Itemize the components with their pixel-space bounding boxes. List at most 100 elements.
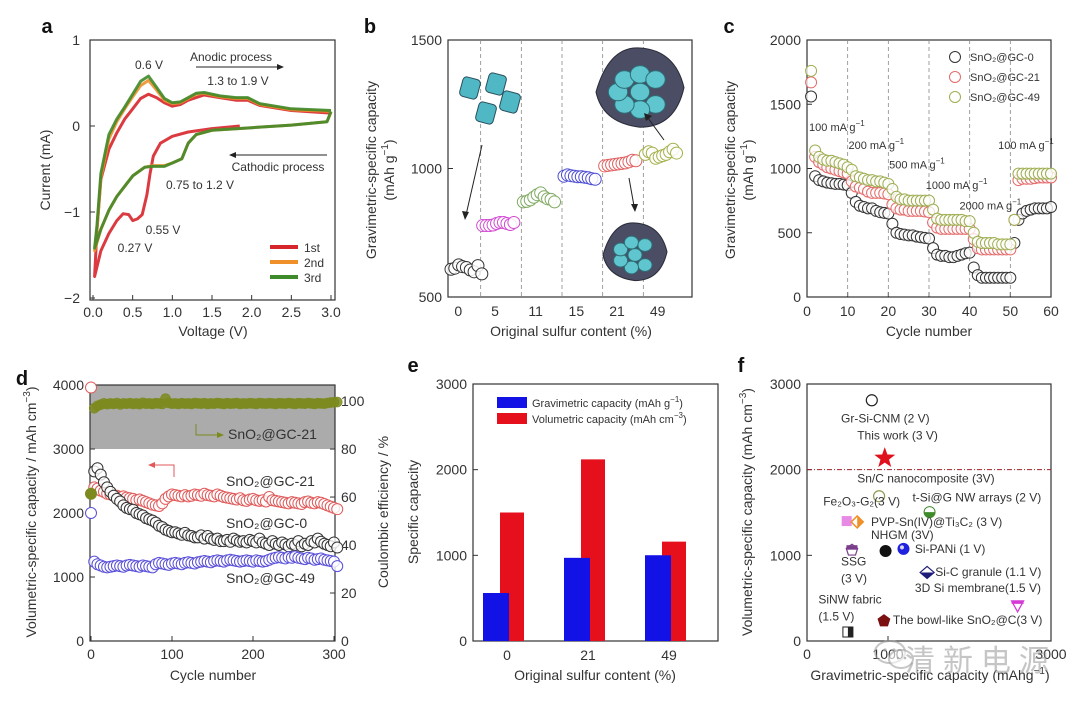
y-tick-label: 0 <box>72 118 80 134</box>
y-tick-label: 2000 <box>770 462 801 478</box>
y-axis-label: Specific capacity <box>405 460 421 564</box>
watermark-text: 清新电源 <box>905 644 1057 679</box>
y-tick-label: 500 <box>778 225 802 241</box>
data-point-ce <box>331 396 343 408</box>
arrow-line <box>628 177 635 207</box>
arrowhead <box>644 113 652 121</box>
sno2-particle <box>629 82 651 102</box>
arrowhead <box>462 211 469 220</box>
legend-label: Gravimetric capacity (mAh g−1) <box>532 395 683 410</box>
panel-label-d: d <box>16 368 28 390</box>
x-tick-label: 15 <box>569 303 585 319</box>
data-point-49 <box>670 146 684 160</box>
data-point-gc0 <box>331 541 344 554</box>
y-tick-label: 1000 <box>770 161 801 177</box>
bar-gravimetric-front-0 <box>483 593 509 641</box>
x-tick-label: 300 <box>322 646 346 662</box>
y-axis-label-line2: (mAh g−1) <box>739 139 756 200</box>
sno2-particle <box>475 101 497 125</box>
annotation-0-27: 0.27 V <box>118 241 153 255</box>
y-tick-label: 1000 <box>436 547 467 563</box>
marker-sipani-highlight <box>899 545 905 550</box>
marker-grsicnm <box>865 394 878 407</box>
point-label: (1.5 V) <box>818 609 854 623</box>
data-point-11 <box>548 195 562 209</box>
data-point-SnO₂@GC-0 <box>1004 271 1017 284</box>
schematic-compact-matrix <box>602 222 668 282</box>
point-label: (3 V) <box>841 572 867 586</box>
point-label: Si-C granule (1.1 V) <box>935 565 1041 579</box>
data-point-SnO₂@GC-49 <box>805 64 818 77</box>
y-tick-label: 3000 <box>53 441 84 457</box>
point-label: Fe₂O₃-G₂(3 V) <box>823 495 900 509</box>
point-label: Gr-Si-CNM (2 V) <box>841 412 930 426</box>
y-tick-label: 0 <box>793 633 801 649</box>
x-tick-label: 0 <box>803 303 811 319</box>
y-axis-label-line1: Gravimetric-specific capacity <box>363 81 379 259</box>
y2-tick-label: 60 <box>341 489 357 505</box>
sno2-particle <box>485 72 507 96</box>
y-axis-label: Current (mA) <box>37 130 53 211</box>
point-label: PVP-Sn(IV)@Ti₃C₂ (3 V) <box>871 515 1002 529</box>
x-tick-label: 0 <box>803 646 811 662</box>
data-point-SnO₂@GC-49 <box>1008 213 1021 226</box>
y-tick-label: 1500 <box>411 32 442 48</box>
ce-axis-arrow <box>195 424 220 436</box>
marker-snc <box>872 490 886 503</box>
legend-marker <box>949 91 961 103</box>
arrow-line <box>465 144 483 216</box>
legend-label: SnO₂@GC-0 <box>970 52 1034 64</box>
legend-marker <box>949 51 961 63</box>
y-tick-label: 3000 <box>770 376 801 392</box>
x-tick-label: 11 <box>528 303 543 319</box>
x-axis-label: Cycle number <box>886 323 973 339</box>
y-tick-label: 1000 <box>53 569 84 585</box>
panel-c-rate-performance: c 0 10 20 30 40 50 60 2000 1500 1000 500 0 Cycle numb… <box>722 16 1059 339</box>
sno2-particle <box>499 90 521 114</box>
legend-label: SnO₂@GC-49 <box>970 92 1040 104</box>
point-label: SiNW fabric <box>818 592 881 606</box>
initial-marker <box>85 487 97 500</box>
sno2-particle <box>623 235 639 250</box>
legend-swatch <box>497 413 527 424</box>
x-tick-label: 2.5 <box>282 304 302 320</box>
bar-gravimetric-front-49 <box>645 555 671 641</box>
y-axis-label: Volumetric-specific capacity (mAh cm−3) <box>738 388 755 636</box>
point-label: The bowl-like SnO₂@C(3 V) <box>893 613 1043 627</box>
x-tick-label: 21 <box>609 303 625 319</box>
marker-sic-fill <box>920 572 935 579</box>
marker-nhgm <box>879 545 892 558</box>
x-tick-label: 0 <box>503 647 511 663</box>
capacity-axis-arrow <box>153 464 175 477</box>
marker-this <box>874 447 896 468</box>
marker-feog3 <box>841 516 852 527</box>
x-tick-label: 40 <box>962 303 978 319</box>
y-tick-label: −2 <box>64 290 80 306</box>
y-axis-label: Volumetric-specific capacity / mAh cm−3) <box>22 386 39 637</box>
sno2-particle <box>637 238 653 252</box>
panel-f-comparison-scatter: f0 1000 30003000200010000Gravimetric-speci… <box>738 355 1067 683</box>
x-tick-label: 10 <box>840 303 856 319</box>
initial-marker <box>85 381 97 394</box>
annotation-0-75-1-2: 0.75 to 1.2 V <box>166 178 234 192</box>
sno2-particle <box>627 248 643 262</box>
y-tick-label: 0 <box>793 289 801 305</box>
label-gc-21: SnO₂@GC-21 <box>226 473 315 489</box>
data-point-SnO₂@GC-49 <box>1045 167 1057 180</box>
legend-label: SnO₂@GC-21 <box>970 72 1040 84</box>
y-tick-label: 1 <box>72 32 80 48</box>
point-label: 3D Si membrane(1.5 V) <box>915 581 1041 595</box>
rate-label: 200 mA g−1 <box>848 137 904 152</box>
panel-d-long-cycling: d0 100 200 30040003000200010000100806040200… <box>16 368 391 683</box>
legend-marker <box>949 71 961 83</box>
x-tick-label: 1.0 <box>163 304 183 320</box>
y-tick-label: 2000 <box>770 32 801 48</box>
data-point-gc49 <box>331 560 344 573</box>
y2-axis-label: Coulombic efficiency / % <box>375 436 391 588</box>
x-tick-label: 2.0 <box>242 304 262 320</box>
x-axis-label: Original sulfur content (%) <box>514 667 676 683</box>
x-tick-label: 200 <box>241 646 265 662</box>
data-point-0 <box>475 267 489 281</box>
data-point-21 <box>629 154 643 168</box>
